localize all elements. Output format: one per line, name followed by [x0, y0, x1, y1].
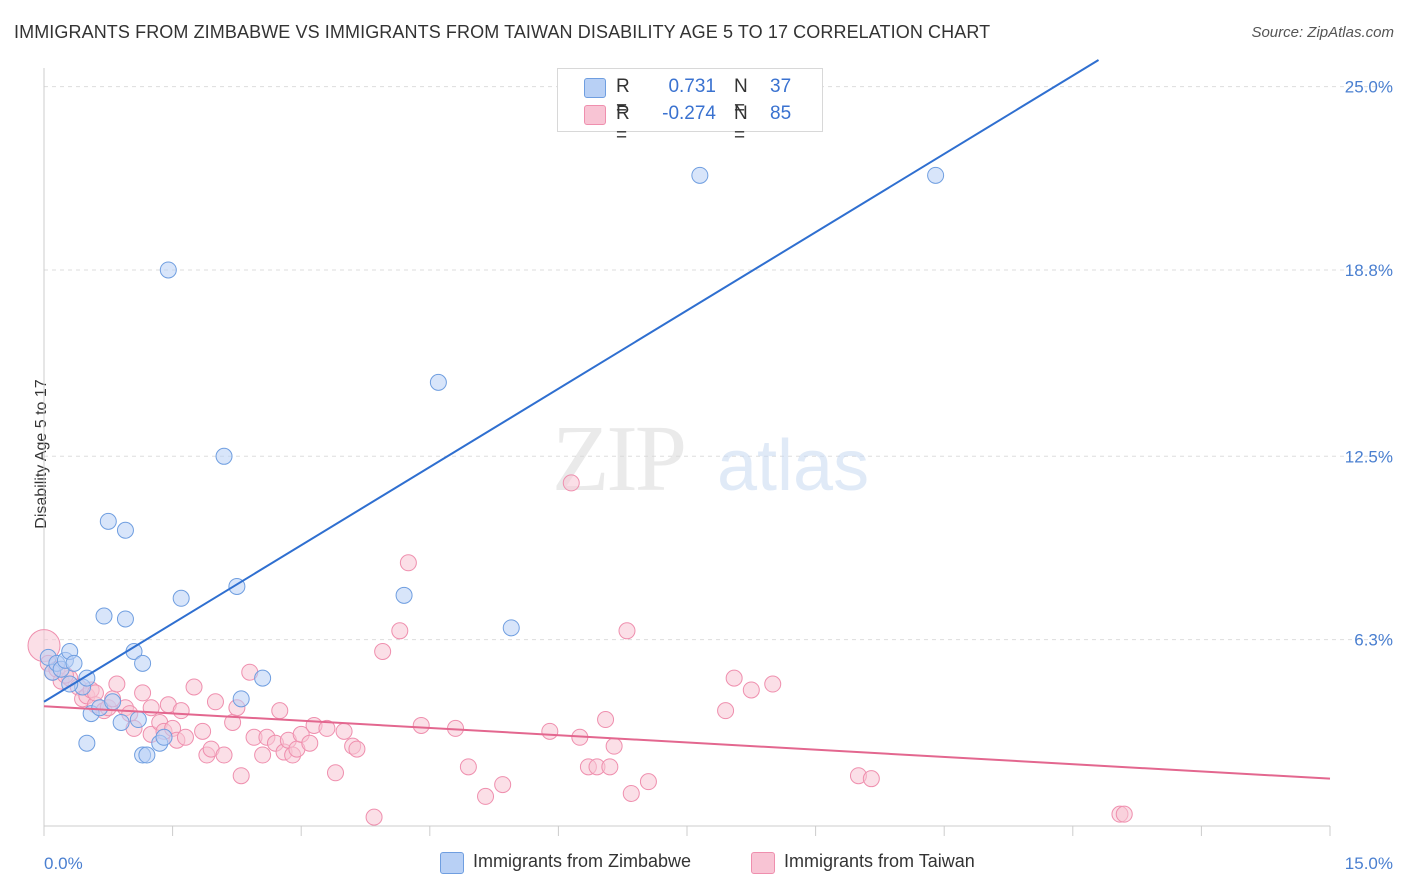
- zimbabwe-point: [429, 373, 447, 391]
- taiwan-point: [301, 734, 319, 752]
- chart-title: IMMIGRANTS FROM ZIMBABWE VS IMMIGRANTS F…: [14, 22, 991, 42]
- n-label: N =: [734, 76, 748, 119]
- y-tick-labels: 6.3% 12.5% 18.8% 25.0%: [1345, 78, 1393, 650]
- taiwan-point: [348, 740, 366, 758]
- taiwan-point: [318, 719, 336, 737]
- axes: [43, 68, 1331, 836]
- zimbabwe-point: [129, 711, 147, 729]
- source-label: Source: ZipAtlas.com: [1251, 24, 1394, 41]
- r-label: R =: [616, 76, 630, 119]
- taiwan-point: [172, 702, 190, 720]
- zimbabwe-point: [116, 521, 134, 539]
- taiwan-point: [601, 758, 619, 776]
- taiwan-point: [541, 722, 559, 740]
- taiwan-point: [494, 776, 512, 794]
- zimbabwe-point: [95, 607, 113, 625]
- zimbabwe-point: [172, 589, 190, 607]
- r-value: 0.731: [668, 76, 716, 97]
- zimbabwe-point: [112, 713, 130, 731]
- taiwan-point: [134, 684, 152, 702]
- zimbabwe-point: [159, 261, 177, 279]
- bottom-legend-taiwan-swatch: [751, 852, 775, 874]
- zimbabwe-point: [155, 728, 173, 746]
- trend-lines: [43, 59, 1331, 780]
- zimbabwe-points: [39, 166, 945, 764]
- taiwan-point: [639, 773, 657, 791]
- n-label: N =: [734, 103, 748, 146]
- taiwan-point: [176, 728, 194, 746]
- taiwan-point: [326, 764, 344, 782]
- zimbabwe-point: [927, 166, 945, 184]
- taiwan-point: [764, 675, 782, 693]
- y-tick-label: 25.0%: [1345, 78, 1393, 97]
- taiwan-point: [459, 758, 477, 776]
- zimbabwe-point: [502, 619, 520, 637]
- watermark-zip: ZIP: [552, 407, 684, 511]
- taiwan-point: [185, 678, 203, 696]
- zimbabwe-point: [65, 654, 83, 672]
- bottom-legend-taiwan: Immigrants from Taiwan: [784, 851, 975, 871]
- taiwan-point: [717, 702, 735, 720]
- x-tick-label-min: 0.0%: [44, 854, 83, 873]
- taiwan-point: [271, 702, 289, 720]
- zimbabwe-point: [78, 734, 96, 752]
- zimbabwe-point: [395, 586, 413, 604]
- taiwan-point: [215, 746, 233, 764]
- y-tick-label: 6.3%: [1354, 631, 1393, 650]
- taiwan-point: [108, 675, 126, 693]
- n-value: 37: [770, 76, 792, 97]
- zimbabwe-trend-line: [43, 59, 1100, 703]
- taiwan-point: [335, 722, 353, 740]
- zimbabwe-point: [134, 654, 152, 672]
- n-value: 85: [770, 103, 792, 124]
- grid-lines: [44, 86, 1392, 641]
- y-tick-label: 12.5%: [1345, 447, 1393, 466]
- zimbabwe-point: [254, 669, 272, 687]
- taiwan-point: [206, 693, 224, 711]
- watermark-atlas: atlas: [717, 426, 869, 506]
- bottom-legend-zimbabwe-swatch: [440, 852, 464, 874]
- taiwan-swatch: [584, 105, 606, 125]
- taiwan-point: [562, 474, 580, 492]
- bottom-legend-zimbabwe: Immigrants from Zimbabwe: [473, 851, 692, 871]
- zimbabwe-point: [232, 690, 250, 708]
- taiwan-point: [622, 784, 640, 802]
- r-value: -0.274: [662, 103, 716, 124]
- taiwan-point: [399, 554, 417, 572]
- taiwan-point: [194, 722, 212, 740]
- taiwan-point: [862, 770, 880, 788]
- zimbabwe-point: [99, 512, 117, 530]
- taiwan-point: [412, 716, 430, 734]
- taiwan-points: [27, 474, 1133, 826]
- taiwan-point: [254, 746, 272, 764]
- zimbabwe-point: [215, 447, 233, 465]
- taiwan-point: [232, 767, 250, 785]
- taiwan-trend-line: [43, 705, 1331, 780]
- taiwan-point: [742, 681, 760, 699]
- taiwan-point: [391, 622, 409, 640]
- taiwan-point: [618, 622, 636, 640]
- zimbabwe-point: [116, 610, 134, 628]
- r-label: R =: [616, 103, 630, 146]
- zimbabwe-point: [104, 693, 122, 711]
- taiwan-point: [477, 787, 495, 805]
- zimbabwe-point: [691, 166, 709, 184]
- watermark: ZIP atlas: [552, 407, 869, 511]
- zimbabwe-swatch: [584, 78, 606, 98]
- taiwan-point: [1115, 805, 1133, 823]
- taiwan-point: [605, 737, 623, 755]
- x-tick-label-max: 15.0%: [1345, 854, 1393, 873]
- taiwan-point: [725, 669, 743, 687]
- taiwan-point: [374, 643, 392, 661]
- taiwan-point: [365, 808, 383, 826]
- correlation-legend: R = 0.731 N = 37 R = -0.274 N = 85: [557, 68, 823, 146]
- zimbabwe-point: [138, 746, 156, 764]
- y-tick-label: 18.8%: [1345, 261, 1393, 280]
- x-tick-labels: 0.0% 15.0%: [44, 854, 1393, 873]
- taiwan-point: [597, 711, 615, 729]
